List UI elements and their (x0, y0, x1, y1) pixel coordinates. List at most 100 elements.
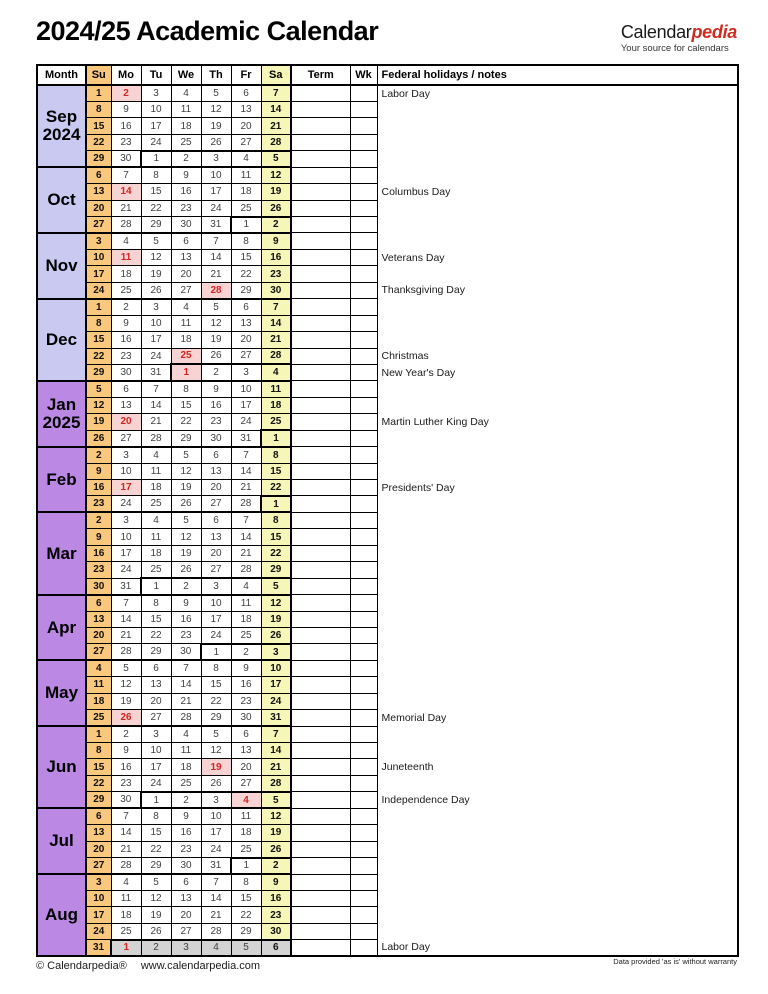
week-number-cell[interactable] (349, 544, 378, 563)
term-cell[interactable] (290, 577, 351, 596)
week-number-cell[interactable] (349, 183, 378, 201)
week-number-cell[interactable] (349, 150, 378, 168)
term-cell[interactable] (290, 807, 351, 826)
week-number-cell[interactable] (349, 511, 378, 530)
week-number-cell[interactable] (349, 692, 378, 711)
week-number-cell[interactable] (349, 824, 378, 842)
term-cell[interactable] (290, 758, 351, 776)
term-cell[interactable] (290, 544, 351, 563)
term-cell[interactable] (290, 906, 351, 924)
term-cell[interactable] (290, 528, 351, 546)
term-cell[interactable] (290, 314, 351, 333)
term-cell[interactable] (290, 446, 351, 464)
term-cell[interactable] (290, 199, 351, 218)
term-cell[interactable] (290, 741, 351, 760)
term-cell[interactable] (290, 215, 351, 234)
week-number-cell[interactable] (349, 215, 378, 234)
week-number-cell[interactable] (349, 265, 378, 283)
term-cell[interactable] (290, 725, 351, 744)
week-number-cell[interactable] (349, 610, 378, 628)
week-number-cell[interactable] (349, 594, 378, 612)
week-number-cell[interactable] (349, 166, 378, 185)
week-number-cell[interactable] (349, 446, 378, 464)
week-number-cell[interactable] (349, 429, 378, 448)
term-cell[interactable] (290, 429, 351, 448)
week-number-cell[interactable] (349, 495, 378, 513)
week-number-cell[interactable] (349, 922, 378, 941)
week-number-cell[interactable] (349, 561, 378, 579)
week-number-cell[interactable] (349, 725, 378, 744)
term-cell[interactable] (290, 248, 351, 267)
term-cell[interactable] (290, 363, 351, 382)
term-cell[interactable] (290, 922, 351, 941)
term-cell[interactable] (290, 396, 351, 415)
term-cell[interactable] (290, 331, 351, 349)
term-cell[interactable] (290, 84, 351, 102)
term-cell[interactable] (290, 183, 351, 201)
term-cell[interactable] (290, 511, 351, 530)
week-number-cell[interactable] (349, 314, 378, 333)
week-number-cell[interactable] (349, 840, 378, 859)
week-number-cell[interactable] (349, 84, 378, 102)
week-number-cell[interactable] (349, 117, 378, 135)
week-number-cell[interactable] (349, 857, 378, 875)
week-number-cell[interactable] (349, 100, 378, 119)
week-number-cell[interactable] (349, 791, 378, 809)
week-number-cell[interactable] (349, 199, 378, 218)
week-number-cell[interactable] (349, 741, 378, 760)
term-cell[interactable] (290, 626, 351, 645)
week-number-cell[interactable] (349, 659, 378, 678)
website-link[interactable]: www.calendarpedia.com (140, 960, 261, 972)
term-cell[interactable] (290, 265, 351, 283)
week-number-cell[interactable] (349, 626, 378, 645)
term-cell[interactable] (290, 166, 351, 185)
term-cell[interactable] (290, 117, 351, 135)
week-number-cell[interactable] (349, 758, 378, 776)
term-cell[interactable] (290, 561, 351, 579)
term-cell[interactable] (290, 692, 351, 711)
term-cell[interactable] (290, 100, 351, 119)
week-number-cell[interactable] (349, 281, 378, 300)
week-number-cell[interactable] (349, 873, 378, 891)
term-cell[interactable] (290, 824, 351, 842)
term-cell[interactable] (290, 594, 351, 612)
week-number-cell[interactable] (349, 248, 378, 267)
term-cell[interactable] (290, 495, 351, 513)
week-number-cell[interactable] (349, 413, 378, 431)
term-cell[interactable] (290, 709, 351, 727)
week-number-cell[interactable] (349, 676, 378, 694)
term-cell[interactable] (290, 347, 351, 365)
week-number-cell[interactable] (349, 577, 378, 596)
week-number-cell[interactable] (349, 889, 378, 908)
week-number-cell[interactable] (349, 380, 378, 398)
term-cell[interactable] (290, 840, 351, 859)
term-cell[interactable] (290, 774, 351, 793)
week-number-cell[interactable] (349, 298, 378, 316)
term-cell[interactable] (290, 133, 351, 152)
week-number-cell[interactable] (349, 643, 378, 661)
term-cell[interactable] (290, 676, 351, 694)
week-number-cell[interactable] (349, 347, 378, 365)
term-cell[interactable] (290, 413, 351, 431)
week-number-cell[interactable] (349, 528, 378, 546)
term-cell[interactable] (290, 462, 351, 481)
term-cell[interactable] (290, 791, 351, 809)
week-number-cell[interactable] (349, 133, 378, 152)
week-number-cell[interactable] (349, 807, 378, 826)
week-number-cell[interactable] (349, 939, 378, 957)
term-cell[interactable] (290, 232, 351, 250)
term-cell[interactable] (290, 889, 351, 908)
week-number-cell[interactable] (349, 709, 378, 727)
week-number-cell[interactable] (349, 774, 378, 793)
term-cell[interactable] (290, 643, 351, 661)
week-number-cell[interactable] (349, 363, 378, 382)
week-number-cell[interactable] (349, 232, 378, 250)
week-number-cell[interactable] (349, 906, 378, 924)
term-cell[interactable] (290, 659, 351, 678)
term-cell[interactable] (290, 939, 351, 957)
term-cell[interactable] (290, 298, 351, 316)
week-number-cell[interactable] (349, 478, 378, 497)
term-cell[interactable] (290, 150, 351, 168)
term-cell[interactable] (290, 857, 351, 875)
week-number-cell[interactable] (349, 331, 378, 349)
